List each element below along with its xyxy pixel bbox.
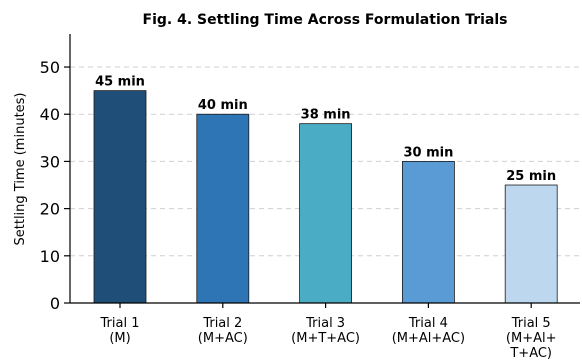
- y-tick-label: 30: [40, 152, 60, 171]
- y-tick-label: 10: [40, 247, 60, 266]
- chart-title: Fig. 4. Settling Time Across Formulation…: [143, 12, 508, 28]
- x-tick-label: Trial 5 (M+Al+ T+AC): [506, 316, 557, 361]
- y-axis-label: Settling Time (minutes): [13, 92, 28, 245]
- data-label: 30 min: [403, 145, 453, 160]
- y-tick-label: 0: [50, 294, 60, 313]
- axes: [64, 34, 580, 308]
- y-tick-label: 20: [40, 200, 60, 219]
- bar: [299, 123, 353, 304]
- x-tick-label: Trial 4 (M+Al+AC): [392, 316, 465, 346]
- bar: [196, 113, 250, 304]
- bar: [504, 184, 558, 304]
- y-tick-label: 40: [40, 105, 60, 124]
- data-label: 38 min: [301, 108, 351, 123]
- bar: [93, 90, 147, 304]
- x-tick-label: Trial 2 (M+AC): [198, 316, 248, 346]
- bars: [93, 90, 558, 304]
- data-label: 45 min: [95, 75, 145, 90]
- y-tick-labels: 0 10 20 30 40 50: [40, 58, 60, 313]
- data-label: 25 min: [506, 169, 556, 184]
- x-tick-label: Trial 1 (M): [100, 316, 140, 346]
- data-label: 40 min: [198, 98, 248, 113]
- bar: [401, 161, 455, 304]
- data-labels: 45 min 40 min 38 min 30 min 25 min: [95, 75, 556, 184]
- x-tick-labels: Trial 1 (M) Trial 2 (M+AC) Trial 3 (M+T+AC) Tr…: [100, 316, 557, 361]
- x-tick-label: Trial 3 (M+T+AC): [291, 316, 360, 346]
- y-tick-label: 50: [40, 58, 60, 77]
